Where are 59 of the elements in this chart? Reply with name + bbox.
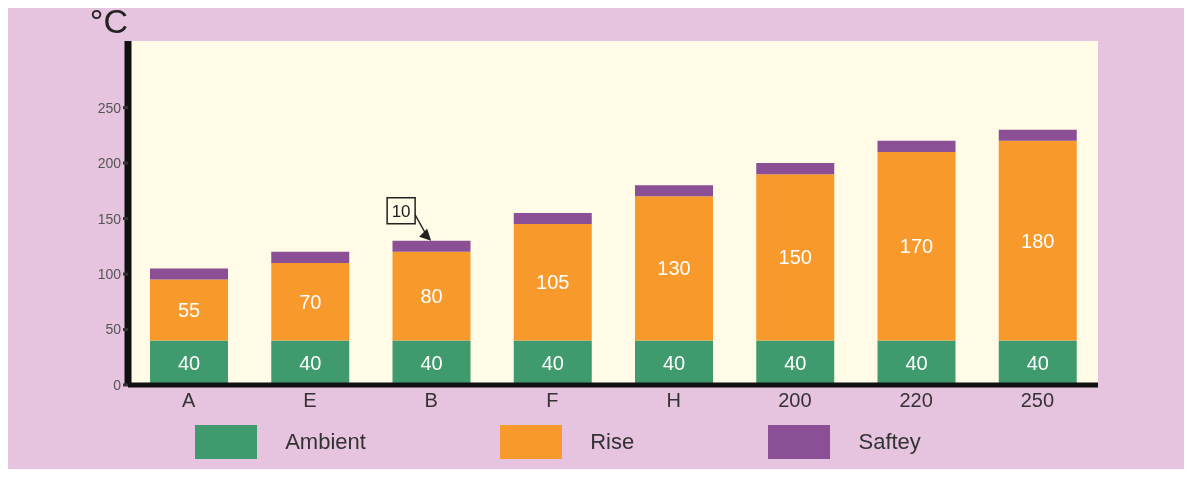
bar [513, 224, 592, 341]
x-tick-label: E [303, 389, 317, 412]
bar [877, 151, 956, 341]
x-tick-label: 220 [899, 389, 933, 412]
legend-label: Saftey [858, 429, 921, 455]
bar [877, 140, 956, 152]
data-label: 105 [536, 271, 570, 294]
x-tick-label: A [181, 389, 196, 412]
data-label: 40 [1026, 351, 1049, 374]
bar [998, 340, 1077, 385]
bar [998, 140, 1077, 341]
data-label: 130 [657, 257, 691, 280]
data-label: 170 [899, 235, 934, 258]
x-tick-label: F [546, 389, 559, 412]
bar [877, 340, 956, 385]
y-tick-label: 100 [97, 266, 122, 282]
bar [392, 251, 471, 341]
bar [150, 340, 228, 385]
y-tick-label: 50 [105, 321, 122, 338]
x-tick-label: 200 [778, 389, 812, 412]
bar [635, 340, 713, 385]
bar [392, 240, 471, 252]
legend-label: Rise [590, 429, 635, 455]
bar [513, 213, 592, 225]
legend-label: Ambient [285, 429, 366, 455]
y-tick-label: 150 [97, 210, 122, 227]
bar [756, 340, 835, 385]
y-tick-label: 250 [97, 99, 122, 116]
annotation: 10 [391, 201, 411, 221]
bar [271, 262, 350, 341]
data-label: 40 [905, 351, 928, 374]
bar [271, 340, 350, 385]
x-tick-label: 250 [1020, 389, 1055, 412]
y-tick-label: 0 [113, 376, 122, 393]
bar [998, 129, 1077, 141]
data-label: 80 [420, 285, 443, 308]
bar [635, 185, 713, 197]
bar [150, 279, 228, 341]
bar [756, 163, 835, 175]
data-label: 150 [778, 246, 812, 269]
bar [271, 251, 350, 263]
bar [513, 340, 592, 385]
data-label: 40 [784, 351, 807, 374]
data-label: 40 [177, 351, 201, 374]
data-label: 180 [1021, 229, 1055, 252]
data-label: 40 [662, 351, 686, 374]
y-axis-title: °C [89, 2, 128, 41]
bar [756, 174, 835, 341]
bar [150, 268, 228, 280]
data-label: 70 [299, 290, 322, 313]
data-label: 40 [299, 351, 322, 374]
bar [635, 196, 713, 341]
data-label: 55 [177, 299, 201, 322]
x-tick-label: B [424, 389, 438, 412]
data-label: 40 [420, 351, 443, 374]
data-label: 40 [541, 351, 564, 374]
x-tick-label: H [666, 389, 681, 412]
y-tick-label: 200 [97, 155, 122, 172]
bar [392, 340, 471, 385]
